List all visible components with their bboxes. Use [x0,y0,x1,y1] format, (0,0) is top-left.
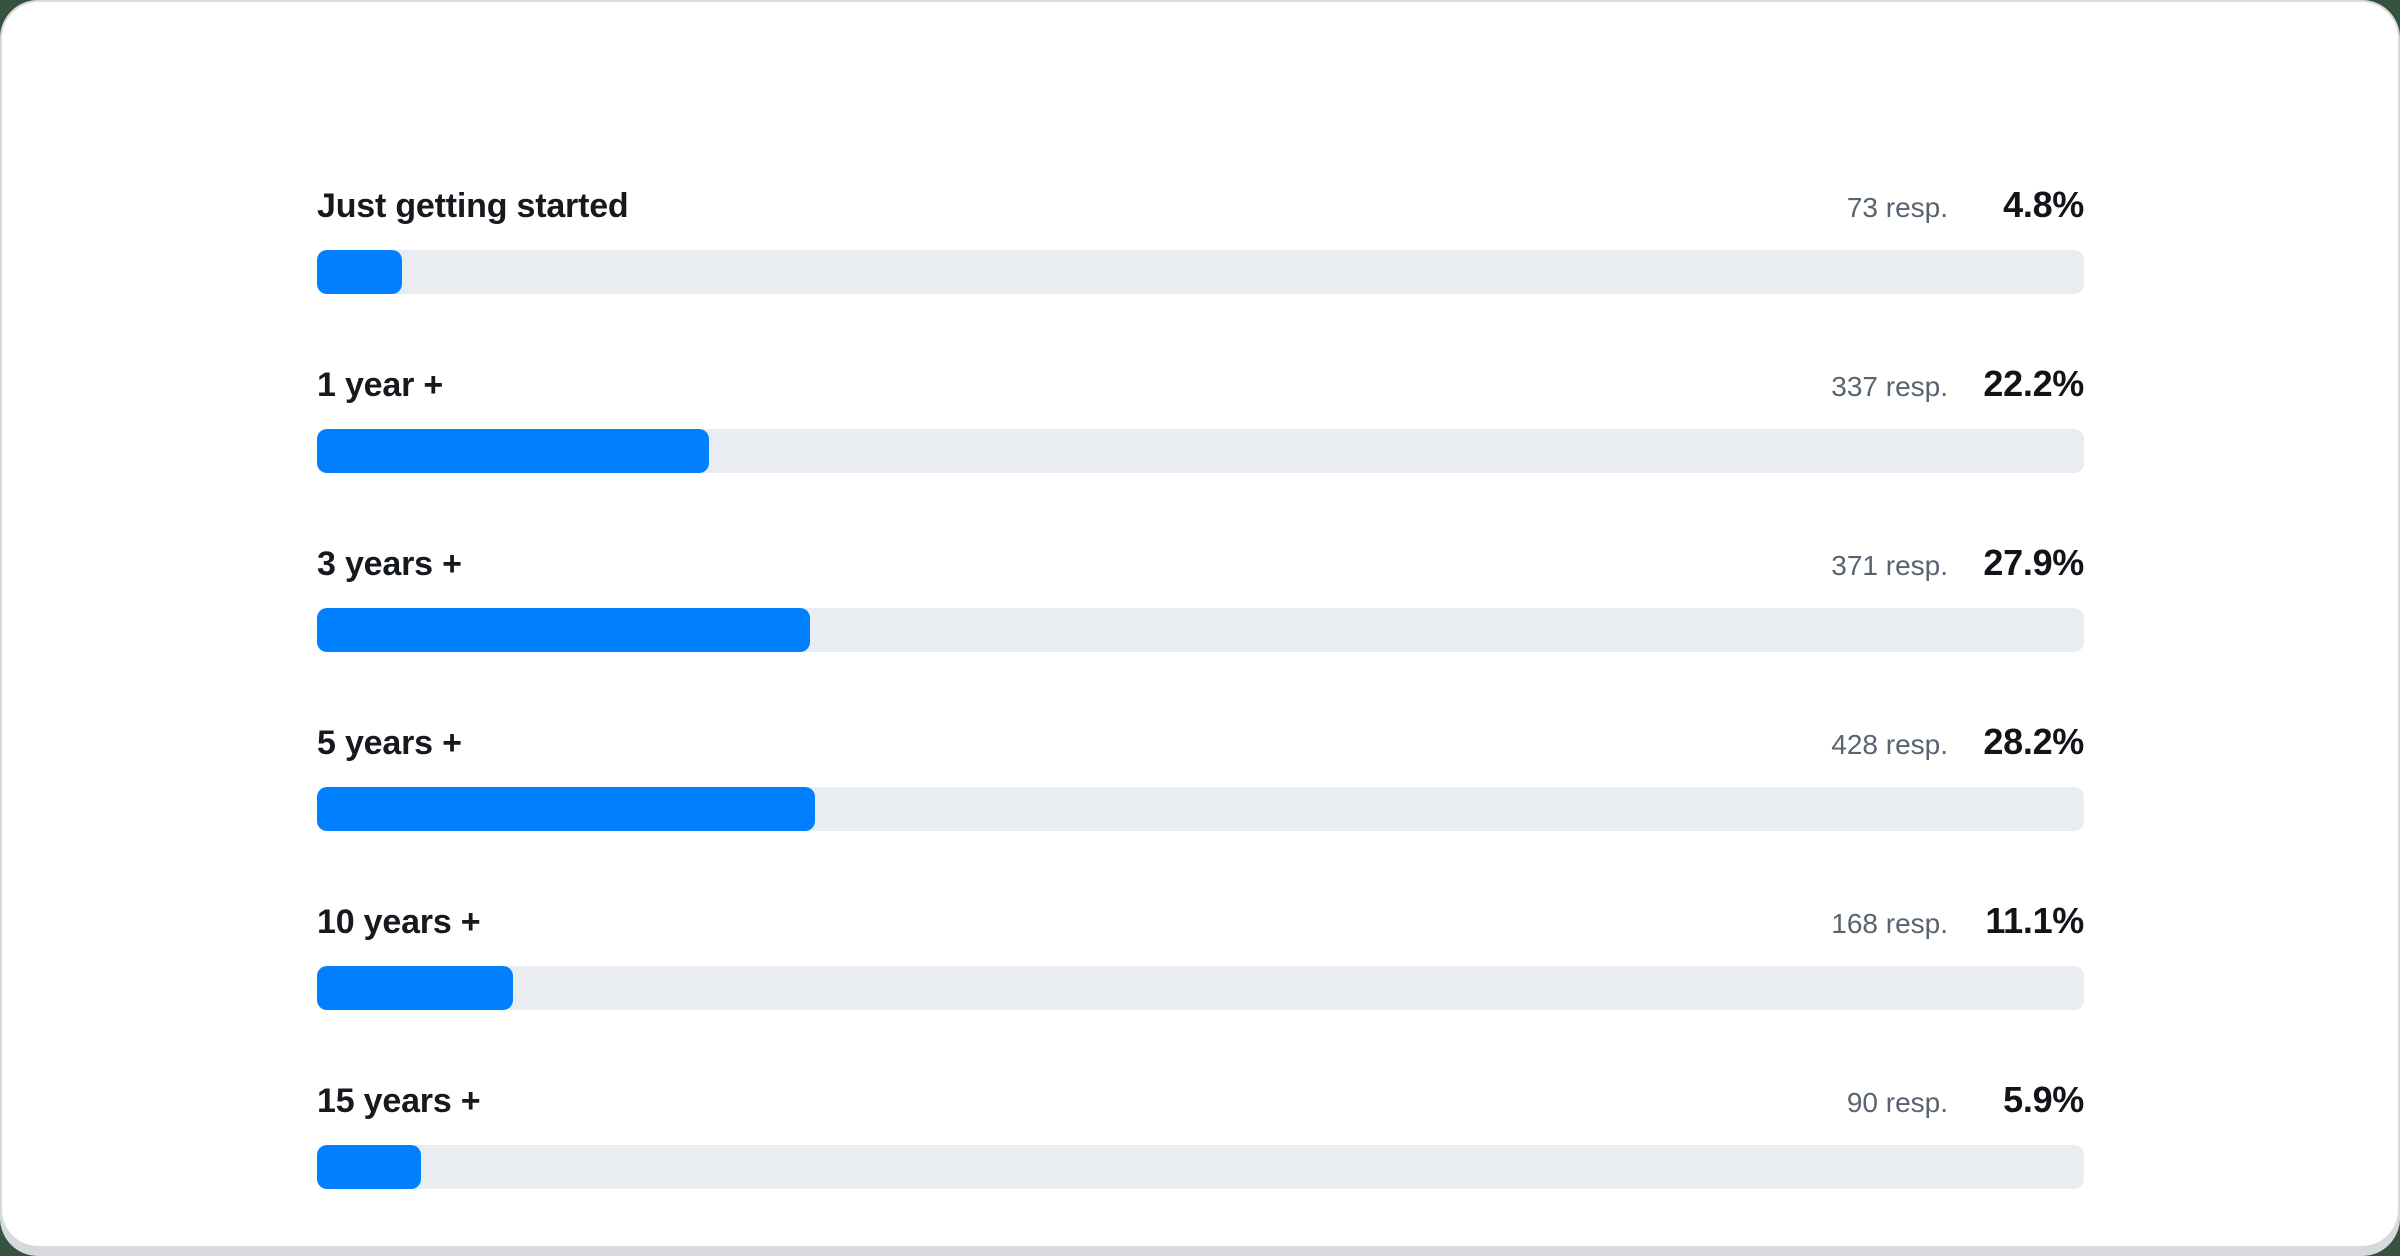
row-header: 15 years + 90 resp. 5.9% [317,1079,2084,1123]
answer-label: 1 year + [317,366,444,404]
percentage-value: 22.2% [1983,363,2084,404]
response-count: 337 resp. [1831,371,1948,402]
survey-row: Just getting started 73 resp. 4.8% [317,184,2084,294]
response-count: 90 resp. [1846,1087,1948,1118]
row-header: 1 year + 337 resp. 22.2% [317,363,2084,407]
percentage-value: 28.2% [1983,721,2084,762]
progress-fill [317,1145,422,1189]
row-stats: 168 resp. 11.1% [1831,900,2084,942]
response-count: 371 resp. [1831,550,1948,581]
row-stats: 90 resp. 5.9% [1847,1079,2084,1121]
survey-row: 1 year + 337 resp. 22.2% [317,363,2084,473]
survey-row: 5 years + 428 resp. 28.2% [317,721,2084,831]
response-count: 168 resp. [1831,908,1948,939]
answer-label: 5 years + [317,724,462,762]
percentage-value: 4.8% [2003,184,2084,225]
survey-row: 10 years + 168 resp. 11.1% [317,900,2084,1010]
row-header: 3 years + 371 resp. 27.9% [317,542,2084,586]
answer-label: 3 years + [317,545,462,583]
percentage-value: 5.9% [2003,1079,2084,1120]
response-count: 428 resp. [1831,729,1948,760]
answer-label: 15 years + [317,1082,481,1120]
progress-fill [317,608,810,652]
answer-label: Just getting started [317,187,629,225]
progress-track [317,608,2084,652]
percentage-value: 11.1% [1985,900,2084,941]
row-stats: 337 resp. 22.2% [1831,363,2084,405]
progress-fill [317,250,402,294]
progress-fill [317,787,816,831]
progress-track [317,787,2084,831]
row-stats: 371 resp. 27.9% [1831,542,2084,584]
progress-fill [317,429,710,473]
progress-fill [317,966,514,1010]
row-stats: 73 resp. 4.8% [1847,184,2084,226]
row-header: 5 years + 428 resp. 28.2% [317,721,2084,765]
answer-label: 10 years + [317,903,481,941]
percentage-value: 27.9% [1983,542,2084,583]
row-header: 10 years + 168 resp. 11.1% [317,900,2084,944]
survey-row: 15 years + 90 resp. 5.9% [317,1079,2084,1189]
progress-track [317,1145,2084,1189]
progress-track [317,250,2084,294]
response-count: 73 resp. [1846,192,1948,223]
row-stats: 428 resp. 28.2% [1831,721,2084,763]
progress-track [317,429,2084,473]
survey-row: 3 years + 371 resp. 27.9% [317,542,2084,652]
row-header: Just getting started 73 resp. 4.8% [317,184,2084,228]
progress-track [317,966,2084,1010]
